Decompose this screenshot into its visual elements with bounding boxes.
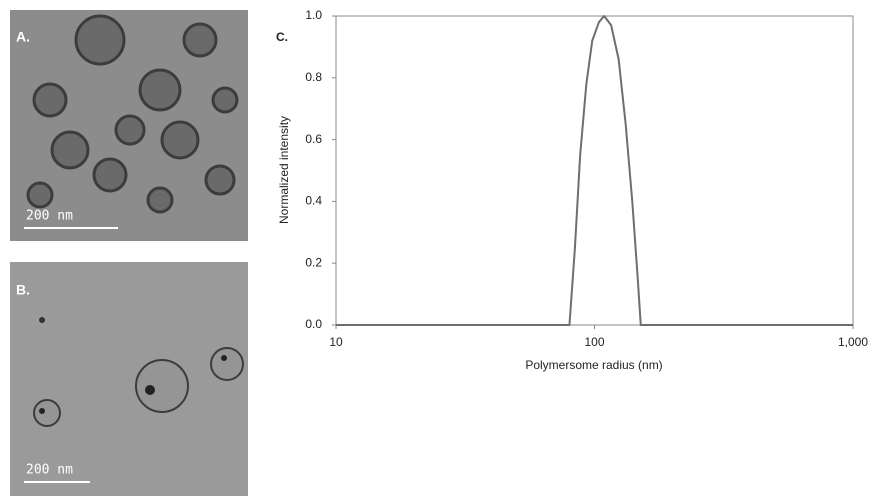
- y-tick-label: 0.8: [305, 70, 322, 84]
- y-tick-label: 0.4: [305, 194, 322, 208]
- micrograph-b: B. 200 nm: [10, 262, 248, 496]
- x-tick-label: 10: [329, 335, 343, 349]
- vesicle: [74, 14, 126, 66]
- plot-frame: [335, 15, 854, 326]
- vesicle: [146, 186, 174, 214]
- data-line: [336, 15, 853, 326]
- particle: [39, 408, 45, 414]
- vesicle: [114, 114, 146, 146]
- vesicle: [33, 399, 61, 427]
- micrograph-a: A. 200 nm: [10, 10, 248, 241]
- vesicle: [182, 22, 218, 58]
- vesicle: [204, 164, 236, 196]
- scale-bar-label: 200 nm: [26, 209, 73, 224]
- vesicle: [135, 359, 189, 413]
- x-tick-label: 1,000: [838, 335, 868, 349]
- particle: [39, 317, 45, 323]
- vesicle: [26, 181, 54, 209]
- vesicle: [138, 68, 182, 112]
- y-tick-label: 0.6: [305, 132, 322, 146]
- particle: [221, 355, 227, 361]
- image-bg: [10, 262, 248, 496]
- vesicle: [32, 82, 68, 118]
- vesicle: [92, 157, 128, 193]
- y-axis-title: Normalized intensity: [277, 116, 291, 224]
- y-tick-label: 0.2: [305, 255, 322, 269]
- vesicle: [210, 347, 244, 381]
- vesicle: [211, 86, 239, 114]
- y-tick-label: 1.0: [305, 8, 322, 22]
- x-tick-label: 100: [584, 335, 604, 349]
- panel-label: B.: [16, 282, 30, 298]
- vesicle: [160, 120, 200, 160]
- y-tick-label: 0.0: [305, 317, 322, 331]
- scale-bar-label: 200 nm: [26, 463, 73, 478]
- panel-label: C.: [276, 30, 288, 44]
- panel-label: A.: [16, 29, 30, 45]
- particle: [145, 385, 155, 395]
- vesicle: [50, 130, 90, 170]
- x-axis-title: Polymersome radius (nm): [525, 358, 662, 372]
